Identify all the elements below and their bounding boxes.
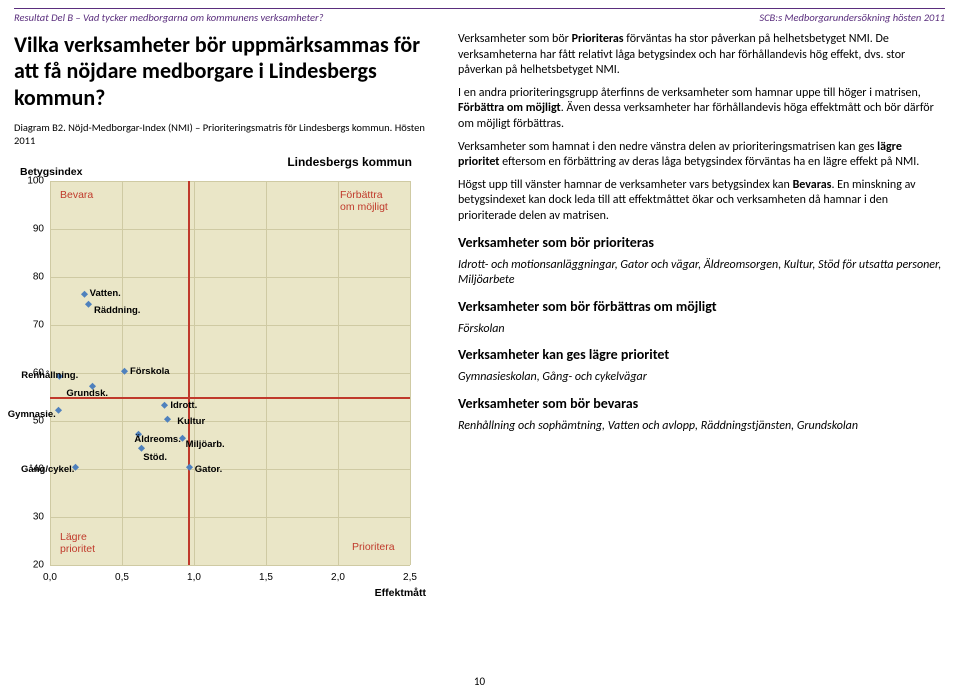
x-tick-label: 0,0 <box>43 572 57 583</box>
y-tick-label: 100 <box>14 176 44 187</box>
paragraph-prioriteras: Verksamheter som bör Prioriteras förvänt… <box>458 32 945 79</box>
list-prioriteras: Idrott- och motionsanläggningar, Gator o… <box>458 258 945 289</box>
heading-forbattras: Verksamheter som bör förbättras om möjli… <box>458 298 945 315</box>
data-point-label: Miljöarb. <box>186 439 225 450</box>
data-point <box>85 301 92 308</box>
data-point-label: Stöd. <box>143 452 167 463</box>
priority-matrix-chart: Betygsindex Lindesbergs kommun BevaraFör… <box>14 153 434 601</box>
header-divider <box>14 8 945 9</box>
text-bold: Prioriteras <box>572 32 624 46</box>
corner-label-bevara: Bevara <box>60 189 93 201</box>
x-tick-label: 1,0 <box>187 572 201 583</box>
data-point-label: Grundsk. <box>66 388 108 399</box>
text: Verksamheter som bör <box>458 32 572 46</box>
data-point-label: Räddning. <box>94 305 140 316</box>
paragraph-lagre: Verksamheter som hamnat i den nedre väns… <box>458 140 945 171</box>
chart-title: Lindesbergs kommun <box>287 155 412 169</box>
text-bold: Bevaras <box>793 178 832 192</box>
gridline-h <box>50 181 410 182</box>
data-point-label: Vatten. <box>90 288 121 299</box>
data-point <box>81 291 88 298</box>
right-column: Verksamheter som bör Prioriteras förvänt… <box>458 32 945 670</box>
gridline-h <box>50 469 410 470</box>
y-tick-label: 40 <box>14 464 44 475</box>
corner-label-forbattra: Förbättra om möjligt <box>340 189 388 213</box>
list-lagre-prioritet: Gymnasieskolan, Gång- och cykelvägar <box>458 370 945 386</box>
quadrant-line-vertical <box>188 181 190 565</box>
list-forbattras: Förskolan <box>458 322 945 338</box>
heading-bevaras: Verksamheter som bör bevaras <box>458 395 945 412</box>
corner-label-prioritera: Prioritera <box>352 541 395 553</box>
gridline-h <box>50 421 410 422</box>
x-tick-label: 2,0 <box>331 572 345 583</box>
x-tick-label: 2,5 <box>403 572 417 583</box>
data-point-label: Idrott. <box>170 400 197 411</box>
diagram-caption: Diagram B2. Nöjd-Medborgar-Index (NMI) –… <box>14 121 444 147</box>
header-right: SCB:s Medborgarundersökning hösten 2011 <box>759 11 945 24</box>
y-tick-label: 30 <box>14 512 44 523</box>
y-tick-label: 70 <box>14 320 44 331</box>
y-tick-label: 50 <box>14 416 44 427</box>
data-point-label: Äldreoms. <box>134 434 180 445</box>
header-left: Resultat Del B – Vad tycker medborgarna … <box>14 11 323 24</box>
data-point-label: Kultur <box>177 416 205 427</box>
gridline-v <box>338 181 339 565</box>
gridline-h <box>50 325 410 326</box>
heading-lagre-prioritet: Verksamheter kan ges lägre prioritet <box>458 346 945 363</box>
gridline-h <box>50 277 410 278</box>
chart-plot-area: Bevara Förbättra om möjligt Lägre priorite… <box>50 181 410 565</box>
text: Högst upp till vänster hamnar de verksam… <box>458 178 793 192</box>
text: Verksamheter som hamnat i den nedre väns… <box>458 140 877 154</box>
columns: Vilka verksamheter bör uppmärksammas för… <box>14 32 945 670</box>
data-point <box>161 401 168 408</box>
x-tick-label: 0,5 <box>115 572 129 583</box>
gridline-h <box>50 373 410 374</box>
list-bevaras: Renhållning och sophämtning, Vatten och … <box>458 419 945 435</box>
heading-prioriteras: Verksamheter som bör prioriteras <box>458 234 945 251</box>
gridline-h <box>50 517 410 518</box>
text-bold: Förbättra om möjligt <box>458 101 561 115</box>
y-tick-label: 20 <box>14 560 44 571</box>
data-point <box>138 445 145 452</box>
paragraph-bevaras: Högst upp till vänster hamnar de verksam… <box>458 178 945 225</box>
header-row: Resultat Del B – Vad tycker medborgarna … <box>14 11 945 24</box>
gridline-v <box>266 181 267 565</box>
paragraph-forbattra: I en andra prioriteringsgrupp återfinns … <box>458 86 945 133</box>
gridline-h <box>50 565 410 566</box>
gridline-v <box>194 181 195 565</box>
page-number: 10 <box>474 675 485 688</box>
y-tick-label: 60 <box>14 368 44 379</box>
x-tick-label: 1,5 <box>259 572 273 583</box>
page: Resultat Del B – Vad tycker medborgarna … <box>0 0 959 694</box>
data-point-label: Förskola <box>130 366 170 377</box>
y-tick-label: 90 <box>14 224 44 235</box>
data-point-label: Gator. <box>195 464 222 475</box>
left-column: Vilka verksamheter bör uppmärksammas för… <box>14 32 444 670</box>
text: I en andra prioriteringsgrupp återfinns … <box>458 86 921 100</box>
gridline-v <box>410 181 411 565</box>
text: eftersom en förbättring av deras låga be… <box>499 155 919 169</box>
x-axis-label: Effektmått <box>375 587 426 599</box>
page-title: Vilka verksamheter bör uppmärksammas för… <box>14 32 444 111</box>
gridline-h <box>50 229 410 230</box>
corner-label-lagre: Lägre prioritet <box>60 531 95 555</box>
y-tick-label: 80 <box>14 272 44 283</box>
